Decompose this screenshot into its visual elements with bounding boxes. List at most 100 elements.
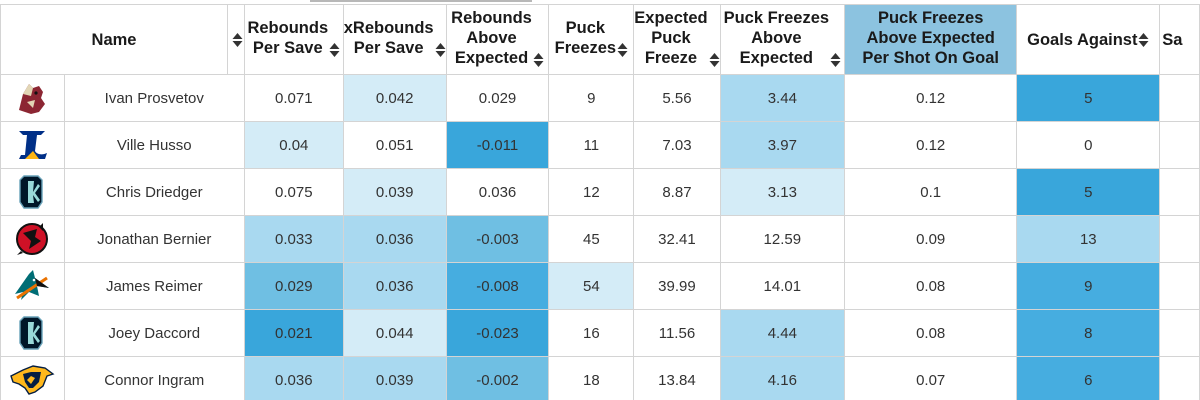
column-header-line: Rebounds [247, 19, 329, 37]
cell-saves [1159, 215, 1200, 263]
column-header-label: Puck Freezes [555, 18, 616, 58]
sort-icon[interactable] [435, 42, 446, 58]
team-logo-cell [0, 215, 65, 263]
cell-xrebounds-per-save: 0.039 [342, 168, 447, 216]
column-header-line: Above [466, 29, 517, 47]
column-header-line: Above [751, 29, 802, 47]
cell-pfae-per-shot-on-goal: 0.08 [843, 262, 1018, 310]
cell-saves [1159, 121, 1200, 169]
team-logo-cell [0, 309, 65, 357]
cell-rebounds-above-expected: -0.003 [445, 215, 550, 263]
column-header-rebounds-per-save[interactable]: Rebounds Per Save [243, 4, 344, 75]
column-header-line: Puck [565, 19, 606, 37]
cell-saves [1159, 309, 1200, 357]
cell-saves [1159, 74, 1200, 122]
cell-puck-freezes: 18 [548, 356, 635, 400]
team-logo-cell [0, 356, 65, 400]
cell-rebounds-above-expected: -0.008 [445, 262, 550, 310]
player-name[interactable]: James Reimer [63, 262, 245, 310]
cell-expected-puck-freeze: 8.87 [633, 168, 721, 216]
column-header-xrebounds-per-save[interactable]: xRebounds Per Save [342, 4, 447, 75]
cell-goals-against: 6 [1016, 356, 1161, 400]
sort-icon[interactable] [830, 52, 841, 68]
cell-goals-against: 13 [1016, 215, 1161, 263]
cell-puck-freezes-above-expected: 3.13 [719, 168, 846, 216]
column-header-saves[interactable]: Sa [1159, 4, 1200, 75]
table-row[interactable]: Chris Driedger 0.075 0.039 0.036 12 8.87 3.13 0… [0, 168, 1200, 216]
cell-pfae-per-shot-on-goal: 0.12 [843, 74, 1018, 122]
column-header-puck-freezes[interactable]: Puck Freezes [548, 4, 635, 75]
sort-icon[interactable] [232, 32, 243, 48]
cell-rebounds-above-expected: 0.036 [445, 168, 550, 216]
cell-rebounds-above-expected: -0.023 [445, 309, 550, 357]
column-header-goals-against[interactable]: Goals Against [1016, 4, 1161, 75]
cell-rebounds-per-save: 0.075 [243, 168, 344, 216]
cell-goals-against: 5 [1016, 168, 1161, 216]
column-header-label: Goals Against [1027, 30, 1138, 49]
team-logo-cell [0, 121, 65, 169]
column-header-line: Expected [454, 49, 529, 67]
cell-xrebounds-per-save: 0.051 [342, 121, 447, 169]
player-name[interactable]: Ville Husso [63, 121, 245, 169]
cell-pfae-per-shot-on-goal: 0.09 [843, 215, 1018, 263]
table-body: Ivan Prosvetov 0.071 0.042 0.029 9 5.56 3.44 0.… [0, 74, 1200, 400]
cell-pfae-per-shot-on-goal: 0.12 [843, 121, 1018, 169]
table-row[interactable]: Jonathan Bernier 0.033 0.036 -0.003 45 32.41 1… [0, 215, 1200, 263]
cell-pfae-per-shot-on-goal: 0.1 [843, 168, 1018, 216]
cell-goals-against: 5 [1016, 74, 1161, 122]
sort-icon[interactable] [617, 42, 628, 58]
cell-xrebounds-per-save: 0.044 [342, 309, 447, 357]
table-row[interactable]: Joey Daccord 0.021 0.044 -0.023 16 11.56 4.44 0… [0, 309, 1200, 357]
column-header-name-sort[interactable] [227, 4, 245, 75]
player-name[interactable]: Joey Daccord [63, 309, 245, 357]
top-divider [0, 0, 1200, 4]
cell-puck-freezes: 12 [548, 168, 635, 216]
player-name[interactable]: Connor Ingram [63, 356, 245, 400]
column-header-line: Puck Freezes [877, 9, 984, 27]
cell-goals-against: 0 [1016, 121, 1161, 169]
cell-puck-freezes: 11 [548, 121, 635, 169]
cell-expected-puck-freeze: 13.84 [633, 356, 721, 400]
player-name[interactable]: Jonathan Bernier [63, 215, 245, 263]
cell-puck-freezes-above-expected: 3.97 [719, 121, 846, 169]
column-header-name[interactable]: Name [0, 4, 229, 75]
cell-xrebounds-per-save: 0.036 [342, 215, 447, 263]
column-header-rebounds-above-expected[interactable]: Rebounds Above Expected [445, 4, 550, 75]
team-logo-cell [0, 168, 65, 216]
cell-puck-freezes: 45 [548, 215, 635, 263]
cell-xrebounds-per-save: 0.039 [342, 356, 447, 400]
cell-puck-freezes-above-expected: 3.44 [719, 74, 846, 122]
column-header-label: Rebounds Above Expected [451, 8, 532, 68]
column-header-label: Rebounds Per Save [247, 18, 328, 58]
cell-rebounds-per-save: 0.036 [243, 356, 344, 400]
column-header-line: Per Save [252, 39, 323, 57]
player-name[interactable]: Ivan Prosvetov [63, 74, 245, 122]
kraken-logo-icon [9, 313, 55, 353]
sort-icon[interactable] [533, 52, 544, 68]
table-row[interactable]: Ville Husso 0.04 0.051 -0.011 11 7.03 3.97 0.12… [0, 121, 1200, 169]
cell-saves [1159, 262, 1200, 310]
column-header-pfae-per-shot-on-goal[interactable]: Puck Freezes Above Expected Per Shot On Go… [843, 4, 1018, 75]
table-row[interactable]: James Reimer 0.029 0.036 -0.008 54 39.99 14.01… [0, 262, 1200, 310]
table-row[interactable]: Ivan Prosvetov 0.071 0.042 0.029 9 5.56 3.44 0.… [0, 74, 1200, 122]
devils-logo-icon [9, 219, 55, 259]
table-row[interactable]: Connor Ingram 0.036 0.039 -0.002 18 13.84 4.16… [0, 356, 1200, 400]
column-header-line: Per Shot On Goal [862, 49, 999, 67]
predators-logo-icon [9, 360, 55, 400]
cell-puck-freezes-above-expected: 12.59 [719, 215, 846, 263]
cell-pfae-per-shot-on-goal: 0.08 [843, 309, 1018, 357]
sharks-logo-icon [9, 266, 55, 306]
column-header-line: Freezes [554, 39, 617, 57]
sort-icon[interactable] [709, 52, 720, 68]
column-header-line: Per Save [353, 39, 424, 57]
column-header-expected-puck-freeze[interactable]: Expected Puck Freeze [633, 4, 721, 75]
sort-icon[interactable] [1138, 32, 1149, 48]
cell-rebounds-per-save: 0.071 [243, 74, 344, 122]
sort-icon[interactable] [329, 42, 340, 58]
player-name[interactable]: Chris Driedger [63, 168, 245, 216]
team-logo-cell [0, 262, 65, 310]
column-header-puck-freezes-above-expected[interactable]: Puck Freezes Above Expected [719, 4, 846, 75]
blues-logo-icon [9, 125, 55, 165]
cell-expected-puck-freeze: 11.56 [633, 309, 721, 357]
coyotes-logo-icon [9, 78, 55, 118]
